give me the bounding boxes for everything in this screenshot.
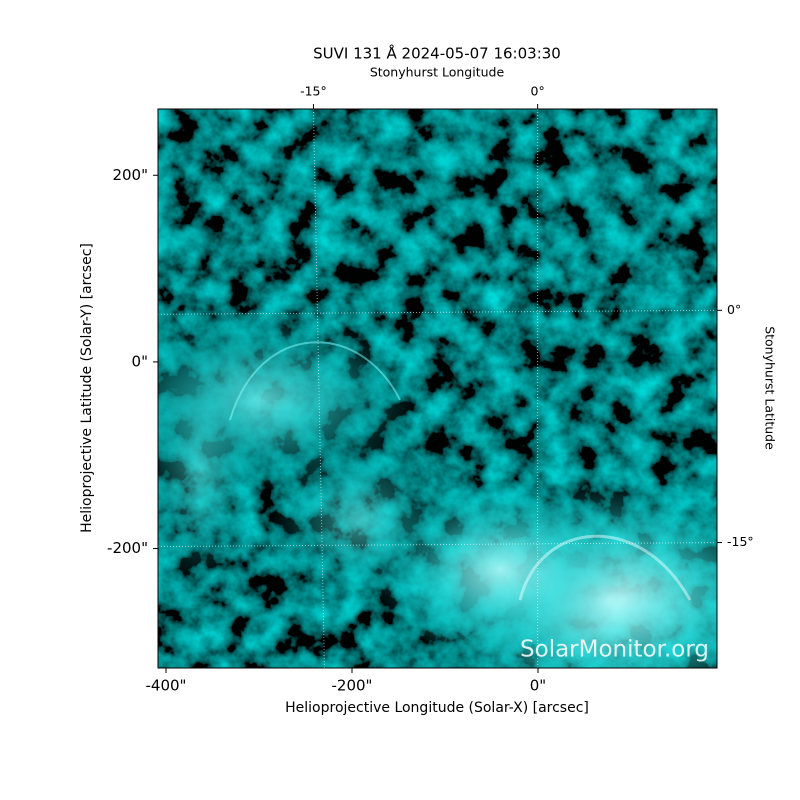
y2-axis-label: Stonyhurst Latitude: [763, 326, 778, 450]
y2-tick-label: 0°: [727, 302, 741, 317]
x-axis-label: Helioprojective Longitude (Solar-X) [arc…: [285, 700, 589, 716]
grid-line: [158, 309, 717, 315]
y-tick-label: -200": [107, 539, 148, 557]
solar-image: [158, 109, 717, 668]
x-tick-label: -200": [332, 677, 373, 695]
watermark: SolarMonitor.org: [520, 637, 709, 663]
grid-line: [312, 109, 325, 668]
grid: [158, 109, 717, 668]
plot-frame: [157, 108, 718, 669]
y-axis-label: Helioprojective Latitude (Solar-Y) [arcs…: [79, 243, 95, 533]
x2-tick-label: 0°: [531, 84, 545, 99]
x2-tick-label: -15°: [300, 84, 327, 99]
x-tick-label: 0": [530, 677, 546, 695]
y2-tick-label: -15°: [727, 534, 754, 549]
y-tick-label: 0": [132, 352, 148, 370]
x-tick-label: -400": [146, 677, 187, 695]
x2-axis-label: Stonyhurst Longitude: [370, 65, 505, 80]
grid-line: [158, 542, 717, 548]
chart-title: SUVI 131 Å 2024-05-07 16:03:30: [313, 44, 561, 63]
y-tick-label: 200": [112, 166, 148, 184]
